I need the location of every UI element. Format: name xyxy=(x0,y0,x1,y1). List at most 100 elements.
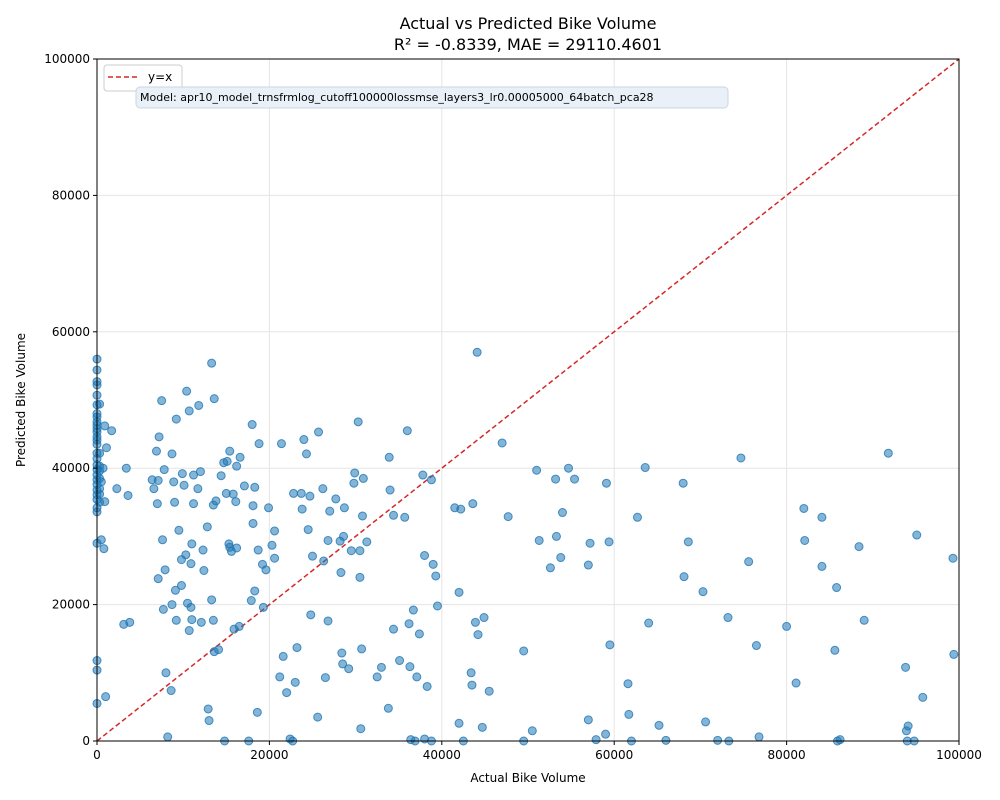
scatter-point xyxy=(253,545,263,555)
scatter-point xyxy=(169,477,179,487)
scatter-point xyxy=(420,550,430,560)
scatter-point xyxy=(835,735,845,745)
scatter-point xyxy=(400,512,410,522)
scatter-point xyxy=(308,551,317,561)
scatter-point xyxy=(418,470,428,480)
scatter-point xyxy=(319,556,329,566)
scatter-point xyxy=(903,721,913,731)
scatter-point xyxy=(153,475,163,485)
x-axis-label: Actual Bike Volume xyxy=(470,771,585,785)
scatter-point xyxy=(640,463,650,473)
scatter-point xyxy=(204,716,214,726)
scatter-point xyxy=(176,581,186,591)
scatter-point xyxy=(112,484,122,494)
scatter-point xyxy=(96,477,106,487)
scatter-point xyxy=(314,427,324,437)
scatter-point xyxy=(95,399,105,409)
scatter-point xyxy=(101,692,111,702)
scatter-point xyxy=(182,386,192,396)
scatter-point xyxy=(100,421,110,431)
scatter-point xyxy=(306,610,316,620)
scatter-point xyxy=(389,624,399,634)
scatter-point xyxy=(412,672,422,682)
scatter-point xyxy=(276,439,286,449)
scatter-point xyxy=(918,692,928,702)
scatter-point xyxy=(338,659,348,669)
scatter-point xyxy=(404,619,414,629)
scatter-point xyxy=(195,467,205,477)
scatter-point xyxy=(551,474,561,484)
y-axis-label: Predicted Bike Volume xyxy=(14,333,28,467)
annotation-text: Model: apr10_model_trnsfrmlog_cutoff1000… xyxy=(140,91,654,104)
scatter-point xyxy=(96,535,106,545)
scatter-point xyxy=(292,643,302,653)
y-tick-label-1: 20000 xyxy=(52,598,90,612)
scatter-point xyxy=(661,735,671,745)
legend-entry-yx: y=x xyxy=(148,70,172,84)
scatter-point xyxy=(545,563,555,573)
scatter-point xyxy=(248,501,258,511)
scatter-point xyxy=(519,646,529,656)
scatter-point xyxy=(466,668,476,678)
scatter-point xyxy=(121,463,131,473)
scatter-point xyxy=(270,553,280,563)
scatter-point xyxy=(246,596,256,606)
scatter-point xyxy=(196,617,206,627)
scatter-point xyxy=(194,400,204,410)
scatter-point xyxy=(355,546,365,556)
scatter-point xyxy=(472,347,482,357)
scatter-point xyxy=(356,724,366,734)
scatter-point xyxy=(258,602,268,612)
scatter-point xyxy=(532,465,542,475)
scatter-point xyxy=(503,512,513,522)
scatter-point xyxy=(158,604,168,614)
reference-line-layer xyxy=(96,58,960,742)
scatter-point xyxy=(177,469,187,479)
scatter-point xyxy=(534,535,544,545)
x-tick-label-4: 80000 xyxy=(768,748,806,762)
ticks: 0 20000 40000 60000 80000 100000 0 20000 40000 60… xyxy=(44,52,982,762)
scatter-point xyxy=(601,478,611,488)
scatter-point xyxy=(383,703,393,713)
scatter-point xyxy=(432,601,442,611)
scatter-point xyxy=(261,565,271,575)
scatter-point xyxy=(357,511,367,521)
scatter-point xyxy=(479,613,489,623)
scatter-point xyxy=(477,722,487,732)
scatter-point xyxy=(698,587,708,597)
scatter-point xyxy=(305,491,315,501)
scatter-point xyxy=(211,496,221,506)
scatter-point xyxy=(336,568,346,578)
scatter-point xyxy=(160,565,170,575)
scatter-point xyxy=(198,545,208,555)
scatter-point xyxy=(222,456,232,466)
x-tick-label-5: 100000 xyxy=(936,748,982,762)
legend: y=x xyxy=(103,64,183,92)
scatter-point xyxy=(376,662,386,672)
scatter-point xyxy=(744,557,754,567)
scatter-point xyxy=(624,709,634,719)
scatter-point xyxy=(604,537,614,547)
scatter-point xyxy=(99,544,109,554)
scatter-point xyxy=(170,497,180,507)
scatter-point xyxy=(248,518,258,528)
scatter-point xyxy=(250,482,260,492)
scatter-point xyxy=(216,471,226,481)
scatter-point xyxy=(408,605,418,615)
chart-subtitle: R² = -0.8339, MAE = 29110.4601 xyxy=(394,35,662,54)
scatter-point xyxy=(252,707,262,717)
x-tick-label-2: 40000 xyxy=(423,748,461,762)
scatter-point xyxy=(551,531,561,541)
scatter-point xyxy=(654,720,664,730)
scatter-point xyxy=(817,561,827,571)
scatter-point xyxy=(883,448,893,458)
plot-frame xyxy=(96,58,960,742)
scatter-point xyxy=(301,449,311,459)
scatter-point xyxy=(389,510,399,520)
scatter-point xyxy=(564,463,574,473)
scatter-point xyxy=(859,615,869,625)
scatter-point xyxy=(468,499,478,509)
scatter-point xyxy=(431,571,441,581)
scatter-point xyxy=(282,688,292,698)
